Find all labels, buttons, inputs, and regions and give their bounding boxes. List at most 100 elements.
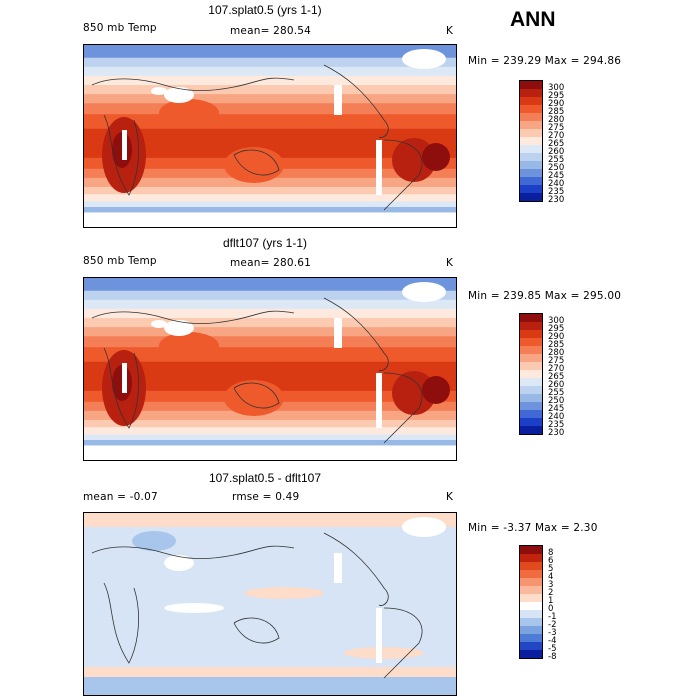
panel3-tibet-mask	[164, 555, 194, 571]
panel1-colorbar-tick-label: 240	[548, 179, 565, 189]
panel1-band	[84, 75, 456, 86]
panel3-colorbar-swatch	[520, 562, 542, 570]
panel2-colorbar-tick-label: 255	[548, 388, 565, 398]
panel2-australia-warm	[224, 380, 284, 416]
panel2-coast-namerica	[323, 297, 389, 371]
panel1-colorbar-tick-label: 270	[548, 131, 565, 141]
panel1-coast-namerica	[323, 64, 389, 138]
panel2-colorbar-swatch	[520, 410, 542, 418]
panel3-colorbar-swatch	[520, 586, 542, 594]
panel3-rmse-label: rmse =	[232, 491, 272, 503]
panel2-colorbar-tick-label: 275	[548, 356, 565, 366]
panel3-colorbar-labels: 8 6 5 4 3 2 1 0 -1 -2 -3 -4 -5 -8	[548, 548, 557, 662]
panel3-rmse-value: 0.49	[275, 491, 300, 503]
panel2-title: dflt107 (yrs 1-1)	[222, 236, 308, 250]
panel3-atlantic-warm	[344, 647, 424, 659]
panel3-colorbar-swatch	[520, 634, 542, 642]
panel2-colorbar-tick-label: 240	[548, 412, 565, 422]
panel2-asia-warm	[159, 332, 219, 360]
panel2-band	[84, 308, 456, 319]
panel1-colorbar-swatch	[520, 121, 542, 129]
panel2-colorbar-swatch	[520, 362, 542, 370]
panel1-band	[84, 201, 456, 208]
panel3-colorbar-tick-label: 1	[548, 596, 554, 606]
panel3-south-cool-band	[84, 677, 456, 695]
panel2-tibet-mask	[164, 320, 194, 336]
panel2-rockies-mask	[334, 318, 342, 348]
panel1-colorbar-swatch	[520, 177, 542, 185]
panel2-mean-value: 280.61	[273, 257, 312, 269]
panel1-mean-value: 280.54	[273, 25, 312, 37]
panel2-colorbar-swatch	[520, 338, 542, 346]
panel1-coast-africa	[103, 114, 139, 196]
panel2-antarctica-mask	[84, 446, 456, 460]
panel2-colorbar-tick-label: 230	[548, 428, 565, 438]
panel3-colorbar-swatch	[520, 650, 542, 658]
panel2-band	[84, 299, 456, 310]
panel2-eafrica-mask	[122, 363, 127, 393]
panel1-band	[84, 45, 456, 59]
panel2-map	[83, 277, 457, 461]
panel2-colorbar-tick-label: 300	[548, 316, 565, 326]
panel2-band	[84, 434, 456, 441]
panel1-colorbar-swatch	[520, 169, 542, 177]
panel2-band	[84, 278, 456, 292]
panel1-colorbar-swatch	[520, 185, 542, 193]
panel2-colorbar	[519, 313, 543, 435]
panel2-coast-eurasia	[91, 310, 295, 325]
panel1-colorbar-tick-label: 245	[548, 171, 565, 181]
panel1-map	[83, 44, 457, 228]
panel3-colorbar-swatch	[520, 626, 542, 634]
panel3-andes-mask	[376, 608, 382, 663]
panel1-australia-warm	[224, 147, 284, 183]
season-label: ANN	[510, 8, 556, 31]
panel2-colorbar-tick-label: 265	[548, 372, 565, 382]
panel3-colorbar-tick-label: 3	[548, 580, 554, 590]
panel3-colorbar-swatch	[520, 618, 542, 626]
panel2-colorbar-tick-label: 290	[548, 332, 565, 342]
panel1-colorbar-tick-label: 235	[548, 187, 565, 197]
panel2-samerica-hot	[422, 376, 450, 404]
panel3-colorbar-tick-label: -4	[548, 636, 557, 646]
panel1-band	[84, 94, 456, 104]
panel2-band	[84, 290, 456, 301]
panel2-colorbar-swatch	[520, 354, 542, 362]
panel1-tibet-mask	[164, 87, 194, 103]
panel1-colorbar-swatch	[520, 137, 542, 145]
panel2-band	[84, 347, 456, 363]
panel2-colorbar-swatch	[520, 418, 542, 426]
panel1-iran-mask	[151, 87, 167, 95]
panel1-colorbar-swatch	[520, 129, 542, 137]
panel3-coast-namerica	[323, 532, 389, 606]
panel1-colorbar-tick-label: 295	[548, 91, 565, 101]
panel3-colorbar-tick-label: -5	[548, 644, 557, 654]
panel3-colorbar-tick-label: 8	[548, 548, 554, 558]
panel2-colorbar-swatch	[520, 394, 542, 402]
panel2-minmax: Min = 239.85 Max = 295.00	[468, 290, 622, 302]
panel1-greenland-mask	[402, 49, 446, 69]
panel1-asia-warm	[159, 99, 219, 127]
panel2-band	[84, 439, 456, 446]
panel1-band	[84, 177, 456, 188]
panel1-map-svg	[84, 45, 456, 227]
panel1-colorbar-swatch	[520, 97, 542, 105]
panel3-colorbar-tick-label: -1	[548, 612, 557, 622]
panel2-colorbar-tick-label: 235	[548, 420, 565, 430]
panel1-coast-eurasia	[91, 77, 295, 92]
panel1-colorbar-swatch	[520, 193, 542, 201]
panel1-field-label: 850 mb Temp	[83, 22, 157, 34]
panel1-band	[84, 103, 456, 115]
panel1-band	[84, 206, 456, 213]
panel3-pacific-warm	[244, 587, 324, 599]
panel1-colorbar-tick-label: 280	[548, 115, 565, 125]
panel3-coast-samerica	[383, 607, 423, 679]
panel3-colorbar-swatch	[520, 570, 542, 578]
panel1-colorbar	[519, 80, 543, 202]
panel2-colorbar-tick-label: 295	[548, 324, 565, 334]
panel1-colorbar-tick-label: 255	[548, 155, 565, 165]
panel2-iran-mask	[151, 320, 167, 328]
panel2-colorbar-labels: 300 295 290 285 280 275 270 265 260 255 250 245 240 2…	[548, 316, 565, 438]
panel3-colorbar	[519, 545, 543, 659]
panel3-coast-australia	[233, 617, 280, 644]
panel2-band	[84, 336, 456, 348]
